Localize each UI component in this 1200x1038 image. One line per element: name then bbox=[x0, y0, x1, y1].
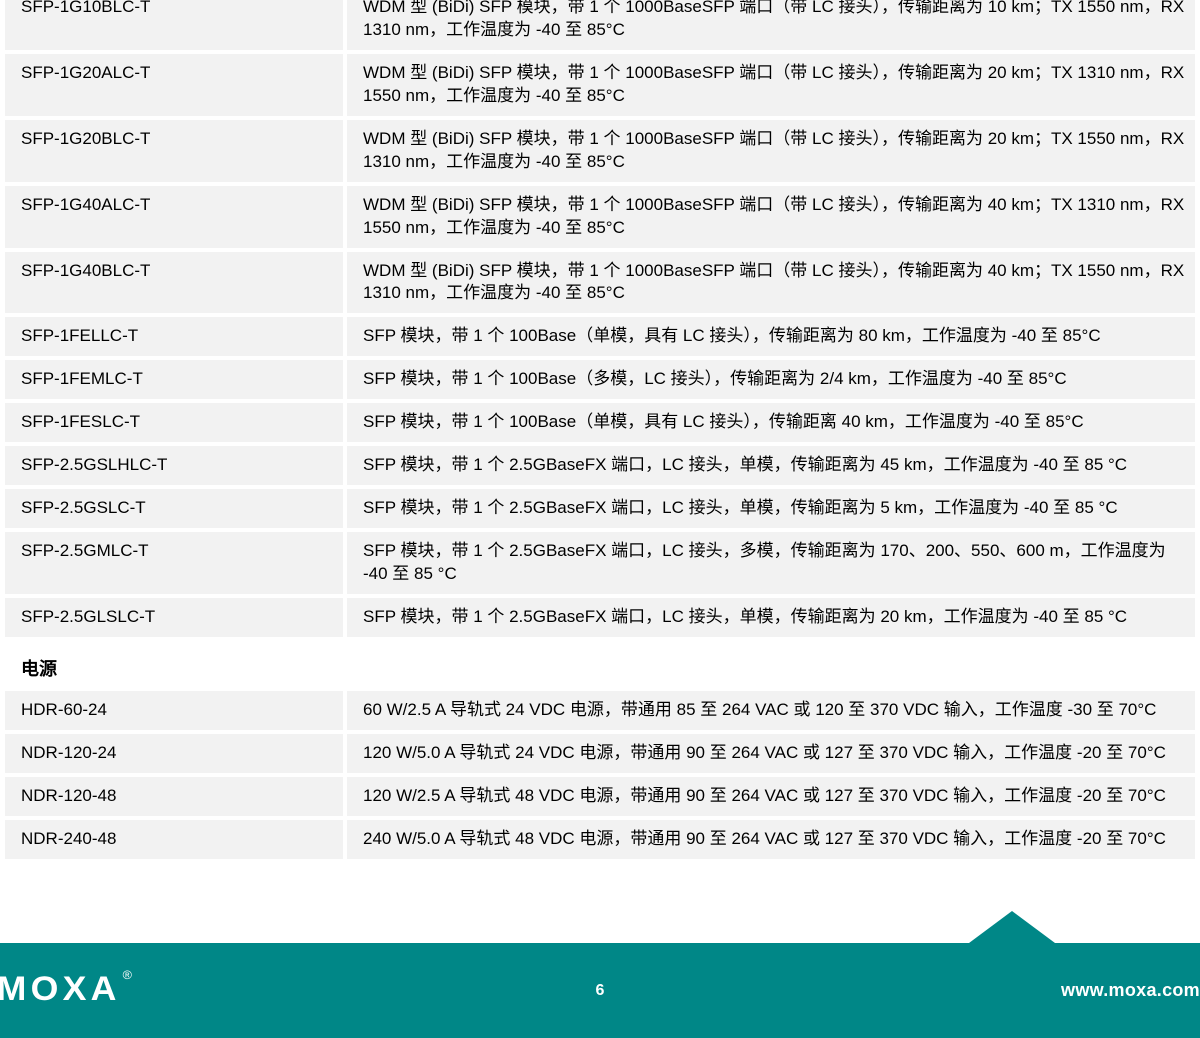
product-desc-cell: WDM 型 (BiDi) SFP 模块，带 1 个 1000BaseSFP 端口… bbox=[347, 54, 1195, 116]
product-desc: SFP 模块，带 1 个 100Base（单模，具有 LC 接头），传输距离为 … bbox=[363, 326, 1101, 345]
product-name-cell: NDR-120-48 bbox=[5, 777, 343, 816]
product-name-cell: SFP-2.5GSLC-T bbox=[5, 489, 343, 528]
product-name: SFP-1G10BLC-T bbox=[21, 0, 150, 19]
product-name-cell: SFP-1G40ALC-T bbox=[5, 186, 343, 248]
product-desc-cell: WDM 型 (BiDi) SFP 模块，带 1 个 1000BaseSFP 端口… bbox=[347, 186, 1195, 248]
table-row: HDR-60-24 60 W/2.5 A 导轨式 24 VDC 电源，带通用 8… bbox=[5, 691, 1195, 730]
product-desc-cell: SFP 模块，带 1 个 2.5GBaseFX 端口，LC 接头，单模，传输距离… bbox=[347, 489, 1195, 528]
table-row: SFP-1G40ALC-T WDM 型 (BiDi) SFP 模块，带 1 个 … bbox=[5, 186, 1195, 248]
logo-text: MOXA bbox=[0, 970, 121, 1008]
product-name: SFP-2.5GSLC-T bbox=[21, 497, 146, 520]
product-name: SFP-1FESLC-T bbox=[21, 411, 140, 434]
footer-url: www.moxa.com bbox=[1061, 978, 1200, 1002]
product-name-cell: SFP-2.5GLSLC-T bbox=[5, 598, 343, 637]
product-desc-cell: WDM 型 (BiDi) SFP 模块，带 1 个 1000BaseSFP 端口… bbox=[347, 120, 1195, 182]
product-desc: SFP 模块，带 1 个 100Base（单模，具有 LC 接头），传输距离 4… bbox=[363, 412, 1084, 431]
product-name: SFP-1G20ALC-T bbox=[21, 62, 150, 85]
table-row: SFP-2.5GSLHLC-T SFP 模块，带 1 个 2.5GBaseFX … bbox=[5, 446, 1195, 485]
table-row: SFP-1FEMLC-T SFP 模块，带 1 个 100Base（多模，LC … bbox=[5, 360, 1195, 399]
product-name-cell: SFP-1G20BLC-T bbox=[5, 120, 343, 182]
product-desc-cell: WDM 型 (BiDi) SFP 模块，带 1 个 1000BaseSFP 端口… bbox=[347, 0, 1195, 50]
product-name: SFP-2.5GMLC-T bbox=[21, 540, 149, 563]
table-row: SFP-1G40BLC-T WDM 型 (BiDi) SFP 模块，带 1 个 … bbox=[5, 252, 1195, 314]
product-desc: WDM 型 (BiDi) SFP 模块，带 1 个 1000BaseSFP 端口… bbox=[363, 195, 1184, 237]
table-row: SFP-2.5GMLC-T SFP 模块，带 1 个 2.5GBaseFX 端口… bbox=[5, 532, 1195, 594]
product-desc: SFP 模块，带 1 个 2.5GBaseFX 端口，LC 接头，单模，传输距离… bbox=[363, 498, 1118, 517]
product-name: SFP-1FEMLC-T bbox=[21, 368, 143, 391]
product-name-cell: SFP-1FEMLC-T bbox=[5, 360, 343, 399]
product-desc: 120 W/5.0 A 导轨式 24 VDC 电源，带通用 90 至 264 V… bbox=[363, 743, 1166, 762]
product-desc: SFP 模块，带 1 个 2.5GBaseFX 端口，LC 接头，单模，传输距离… bbox=[363, 455, 1127, 474]
moxa-logo: MOXA® bbox=[0, 967, 136, 1013]
product-desc-cell: SFP 模块，带 1 个 100Base（单模，具有 LC 接头），传输距离 4… bbox=[347, 403, 1195, 442]
product-desc: 60 W/2.5 A 导轨式 24 VDC 电源，带通用 85 至 264 VA… bbox=[363, 700, 1156, 719]
product-name-cell: SFP-2.5GMLC-T bbox=[5, 532, 343, 594]
table-row: NDR-120-24 120 W/5.0 A 导轨式 24 VDC 电源，带通用… bbox=[5, 734, 1195, 773]
product-name-cell: SFP-1G40BLC-T bbox=[5, 252, 343, 314]
page-footer: MOXA® 6 www.moxa.com bbox=[0, 943, 1200, 1038]
product-desc-cell: SFP 模块，带 1 个 2.5GBaseFX 端口，LC 接头，多模，传输距离… bbox=[347, 532, 1195, 594]
product-name: SFP-2.5GLSLC-T bbox=[21, 606, 155, 629]
content-area: SFP-1G10BLC-T WDM 型 (BiDi) SFP 模块，带 1 个 … bbox=[0, 0, 1200, 859]
product-desc-cell: SFP 模块，带 1 个 100Base（单模，具有 LC 接头），传输距离为 … bbox=[347, 317, 1195, 356]
product-desc: WDM 型 (BiDi) SFP 模块，带 1 个 1000BaseSFP 端口… bbox=[363, 0, 1184, 39]
product-desc: WDM 型 (BiDi) SFP 模块，带 1 个 1000BaseSFP 端口… bbox=[363, 261, 1184, 303]
page-number: 6 bbox=[596, 980, 605, 1002]
product-name-cell: SFP-1FELLC-T bbox=[5, 317, 343, 356]
product-name-cell: SFP-1FESLC-T bbox=[5, 403, 343, 442]
footer-left: MOXA® bbox=[0, 967, 133, 1013]
product-desc: SFP 模块，带 1 个 100Base（多模，LC 接头），传输距离为 2/4… bbox=[363, 369, 1067, 388]
product-name: SFP-1G40BLC-T bbox=[21, 260, 150, 283]
product-desc-cell: 120 W/2.5 A 导轨式 48 VDC 电源，带通用 90 至 264 V… bbox=[347, 777, 1195, 816]
product-name: HDR-60-24 bbox=[21, 699, 107, 722]
product-desc-cell: 120 W/5.0 A 导轨式 24 VDC 电源，带通用 90 至 264 V… bbox=[347, 734, 1195, 773]
product-desc: SFP 模块，带 1 个 2.5GBaseFX 端口，LC 接头，多模，传输距离… bbox=[363, 541, 1166, 583]
product-desc-cell: SFP 模块，带 1 个 2.5GBaseFX 端口，LC 接头，单模，传输距离… bbox=[347, 446, 1195, 485]
product-name: SFP-1G40ALC-T bbox=[21, 194, 150, 217]
table-row: SFP-1G10BLC-T WDM 型 (BiDi) SFP 模块，带 1 个 … bbox=[5, 0, 1195, 50]
section-title-power: 电源 bbox=[5, 641, 1195, 691]
product-name-cell: NDR-240-48 bbox=[5, 820, 343, 859]
product-desc: 240 W/5.0 A 导轨式 48 VDC 电源，带通用 90 至 264 V… bbox=[363, 829, 1166, 848]
product-name-cell: SFP-1G10BLC-T bbox=[5, 0, 343, 50]
product-name-cell: NDR-120-24 bbox=[5, 734, 343, 773]
table-row: SFP-1G20BLC-T WDM 型 (BiDi) SFP 模块，带 1 个 … bbox=[5, 120, 1195, 182]
product-name-cell: HDR-60-24 bbox=[5, 691, 343, 730]
table-row: NDR-240-48 240 W/5.0 A 导轨式 48 VDC 电源，带通用… bbox=[5, 820, 1195, 859]
product-name: NDR-120-48 bbox=[21, 785, 116, 808]
product-desc-cell: SFP 模块，带 1 个 100Base（多模，LC 接头），传输距离为 2/4… bbox=[347, 360, 1195, 399]
product-name: NDR-240-48 bbox=[21, 828, 116, 851]
product-name: SFP-1G20BLC-T bbox=[21, 128, 150, 151]
table-row: SFP-1G20ALC-T WDM 型 (BiDi) SFP 模块，带 1 个 … bbox=[5, 54, 1195, 116]
table-row: SFP-2.5GLSLC-T SFP 模块，带 1 个 2.5GBaseFX 端… bbox=[5, 598, 1195, 637]
table-row: SFP-1FELLC-T SFP 模块，带 1 个 100Base（单模，具有 … bbox=[5, 317, 1195, 356]
table-row: NDR-120-48 120 W/2.5 A 导轨式 48 VDC 电源，带通用… bbox=[5, 777, 1195, 816]
product-name: NDR-120-24 bbox=[21, 742, 116, 765]
product-name: SFP-2.5GSLHLC-T bbox=[21, 454, 167, 477]
product-name-cell: SFP-1G20ALC-T bbox=[5, 54, 343, 116]
table-row: SFP-2.5GSLC-T SFP 模块，带 1 个 2.5GBaseFX 端口… bbox=[5, 489, 1195, 528]
table-row: SFP-1FESLC-T SFP 模块，带 1 个 100Base（单模，具有 … bbox=[5, 403, 1195, 442]
product-desc-cell: SFP 模块，带 1 个 2.5GBaseFX 端口，LC 接头，单模，传输距离… bbox=[347, 598, 1195, 637]
product-desc: WDM 型 (BiDi) SFP 模块，带 1 个 1000BaseSFP 端口… bbox=[363, 129, 1184, 171]
product-desc-cell: WDM 型 (BiDi) SFP 模块，带 1 个 1000BaseSFP 端口… bbox=[347, 252, 1195, 314]
product-desc: SFP 模块，带 1 个 2.5GBaseFX 端口，LC 接头，单模，传输距离… bbox=[363, 607, 1127, 626]
product-name-cell: SFP-2.5GSLHLC-T bbox=[5, 446, 343, 485]
product-desc-cell: 60 W/2.5 A 导轨式 24 VDC 电源，带通用 85 至 264 VA… bbox=[347, 691, 1195, 730]
product-name: SFP-1FELLC-T bbox=[21, 325, 138, 348]
product-desc-cell: 240 W/5.0 A 导轨式 48 VDC 电源，带通用 90 至 264 V… bbox=[347, 820, 1195, 859]
logo-registered-icon: ® bbox=[123, 968, 136, 982]
product-desc: 120 W/2.5 A 导轨式 48 VDC 电源，带通用 90 至 264 V… bbox=[363, 786, 1166, 805]
product-desc: WDM 型 (BiDi) SFP 模块，带 1 个 1000BaseSFP 端口… bbox=[363, 63, 1184, 105]
